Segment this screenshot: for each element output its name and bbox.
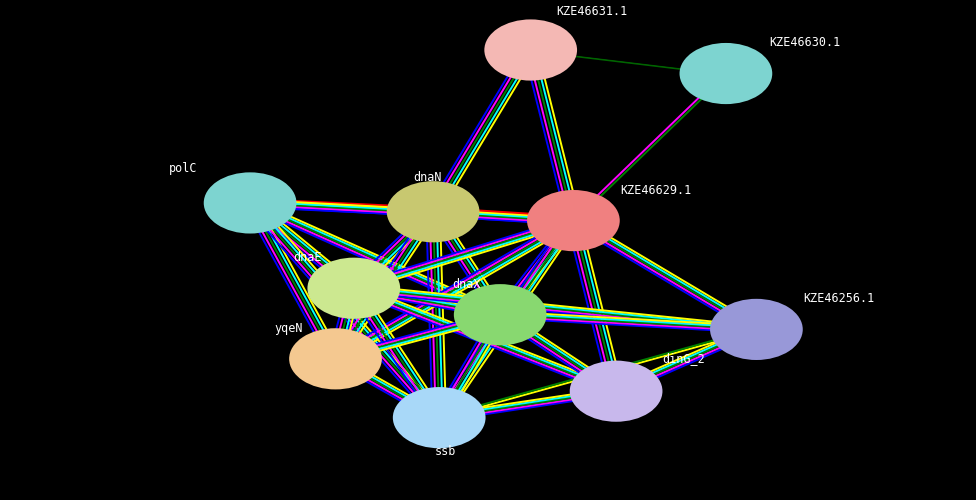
Ellipse shape <box>393 387 486 448</box>
Text: dnaN: dnaN <box>413 171 441 184</box>
Text: yqeN: yqeN <box>275 322 304 334</box>
Ellipse shape <box>711 299 802 360</box>
Ellipse shape <box>307 258 400 319</box>
Text: polC: polC <box>169 162 197 175</box>
Ellipse shape <box>679 43 772 104</box>
Ellipse shape <box>570 360 663 422</box>
Text: KZE46630.1: KZE46630.1 <box>769 36 841 50</box>
Ellipse shape <box>454 284 547 346</box>
Ellipse shape <box>386 181 479 242</box>
Text: KZE46256.1: KZE46256.1 <box>803 292 875 306</box>
Ellipse shape <box>527 190 620 251</box>
Ellipse shape <box>289 328 382 390</box>
Text: ssb: ssb <box>434 446 456 458</box>
Text: dinG_2: dinG_2 <box>662 352 705 366</box>
Text: dnaE: dnaE <box>293 251 322 264</box>
Text: dnaX: dnaX <box>452 278 480 290</box>
Ellipse shape <box>204 172 297 234</box>
Ellipse shape <box>484 20 577 80</box>
Text: KZE46629.1: KZE46629.1 <box>621 184 692 196</box>
Text: KZE46631.1: KZE46631.1 <box>556 6 628 18</box>
